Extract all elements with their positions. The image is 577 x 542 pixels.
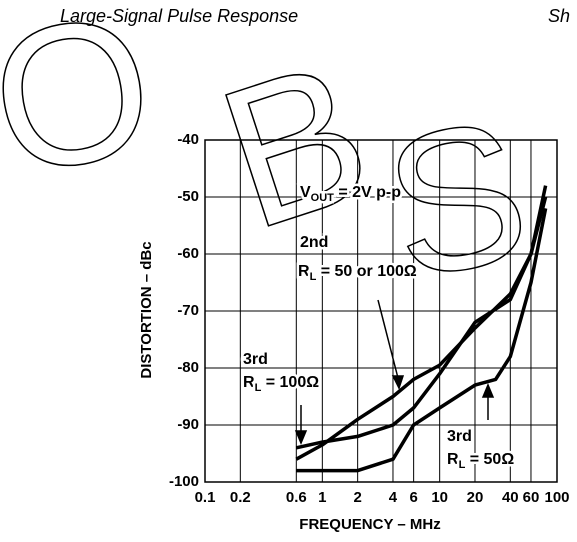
annotation: 3rd [447,428,472,445]
x-tick-label: 100 [544,489,569,506]
annotation-part: OUT [311,192,335,204]
annotation-part: 3rd [447,428,472,445]
annotation-part: = 50 or 100Ω [316,263,417,280]
x-tick-label: 10 [431,489,448,506]
annotation-part: R [243,374,255,391]
annotation-part: = 2V p-p [334,184,401,201]
x-tick-label: 0.2 [230,489,251,506]
annotation: RL = 100Ω [243,374,319,394]
annotation-part: 2nd [300,234,328,251]
y-axis-label: DISTORTION – dBc [138,241,155,378]
y-tick-label: -90 [177,416,199,433]
x-tick-label: 20 [467,489,484,506]
annotation-part: = 100Ω [261,374,319,391]
annotation-part: V [300,184,311,201]
x-tick-label: 40 [502,489,519,506]
page-title: Sh [548,6,570,26]
y-tick-label: -50 [177,188,199,205]
x-tick-label: 6 [409,489,417,506]
y-tick-label: -100 [169,473,199,490]
x-tick-label: 60 [523,489,540,506]
annotation-part: R [298,263,310,280]
annotation-part: 3rd [243,351,268,368]
annotation: RL = 50Ω [447,451,514,471]
watermark-letter: O [0,0,168,218]
x-tick-label: 0.1 [195,489,216,506]
y-tick-label: -40 [177,131,199,148]
y-tick-label: -60 [177,245,199,262]
y-tick-label: -70 [177,302,199,319]
chart: Large-Signal Pulse Response Sh OBS DISTO… [0,0,577,542]
x-tick-label: 4 [389,489,398,506]
annotation-part: = 50Ω [465,451,514,468]
annotation: 2nd [300,234,328,251]
annotation: RL = 50 or 100Ω [298,263,417,283]
x-tick-label: 1 [318,489,326,506]
annotation-part: R [447,451,459,468]
x-tick-label: 2 [353,489,361,506]
annotation: 3rd [243,351,268,368]
x-axis-label: FREQUENCY – MHz [299,516,440,533]
y-tick-label: -80 [177,359,199,376]
x-tick-label: 0.6 [286,489,307,506]
